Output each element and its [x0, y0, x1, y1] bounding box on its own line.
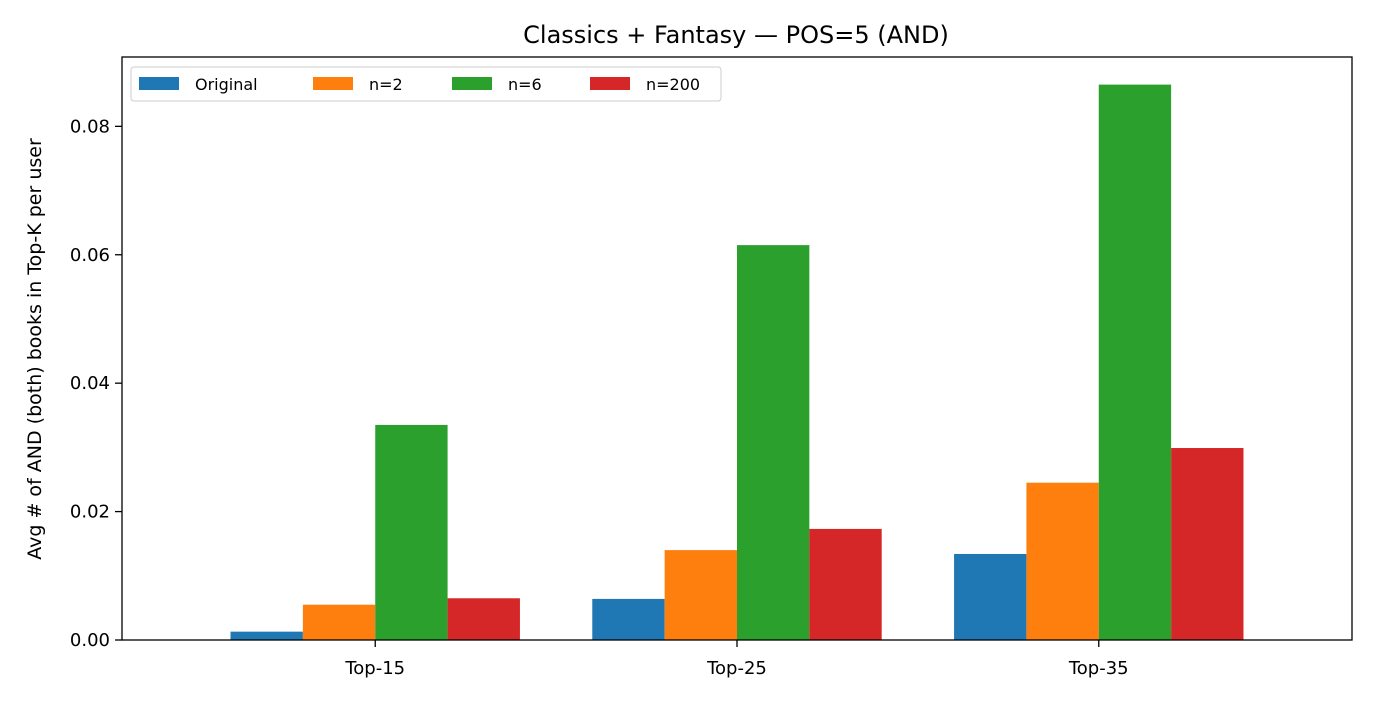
bar-original-top-25 [592, 598, 665, 640]
plot-frame [121, 56, 1353, 641]
bar-n-6-top-35 [1098, 84, 1172, 641]
bar-n-6-top-15 [375, 424, 448, 640]
bars-group [230, 84, 1244, 641]
legend-swatch [313, 77, 353, 90]
y-tick-label: 0.06 [70, 245, 110, 266]
legend-box [130, 66, 722, 102]
y-axis-label: Avg # of AND (both) books in Top-K per u… [24, 138, 46, 560]
y-tick-label: 0.02 [70, 502, 110, 523]
x-axis: Top-15 Top-25 Top-35 [344, 640, 1129, 679]
bar-n-200-top-25 [809, 528, 882, 640]
bar-n-6-top-25 [737, 245, 810, 640]
legend-label: Original [195, 75, 258, 94]
x-tick-label: Top-15 [344, 658, 405, 679]
legend-label: n=2 [369, 75, 403, 94]
y-tick-label: 0.04 [70, 373, 110, 394]
y-tick-label: 0.00 [70, 630, 110, 651]
x-tick-label: Top-25 [706, 658, 767, 679]
bar-original-top-35 [954, 553, 1027, 640]
legend-label: n=6 [508, 75, 542, 94]
legend-swatch [139, 77, 179, 90]
chart-title: Classics + Fantasy — POS=5 (AND) [523, 21, 949, 49]
legend: Original n=2 n=6 n=200 [130, 66, 722, 102]
bar-n-2-top-25 [664, 550, 737, 640]
bar-n-200-top-15 [447, 598, 520, 640]
legend-swatch [590, 77, 630, 90]
y-tick-label: 0.08 [70, 116, 110, 137]
bar-n-2-top-35 [1026, 482, 1099, 640]
y-axis: 0.00 0.02 0.04 0.06 0.08 [70, 116, 122, 651]
x-tick-label: Top-35 [1068, 658, 1129, 679]
bar-original-top-15 [230, 631, 303, 640]
bar-n-2-top-15 [302, 604, 376, 640]
bar-n-200-top-35 [1171, 448, 1244, 640]
legend-swatch [452, 77, 492, 90]
legend-label: n=200 [646, 75, 700, 94]
